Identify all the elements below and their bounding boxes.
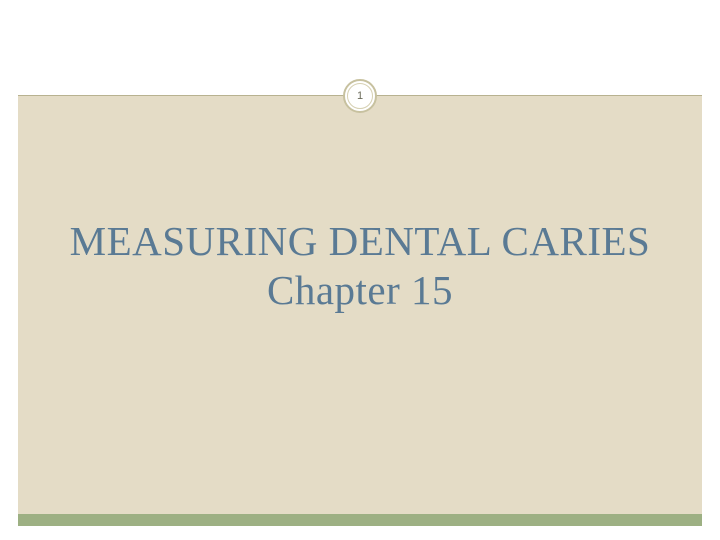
title-line-2: Chapter 15: [0, 267, 720, 314]
slide-container: 1 MEASURING DENTAL CARIES Chapter 15: [0, 0, 720, 540]
title-line-1: MEASURING DENTAL CARIES: [0, 218, 720, 265]
page-badge-inner-ring: 1: [347, 83, 373, 109]
title-block: MEASURING DENTAL CARIES Chapter 15: [0, 218, 720, 314]
page-number-text: 1: [357, 90, 363, 102]
page-number-badge: 1: [343, 79, 377, 113]
footer-bar: [18, 514, 702, 526]
